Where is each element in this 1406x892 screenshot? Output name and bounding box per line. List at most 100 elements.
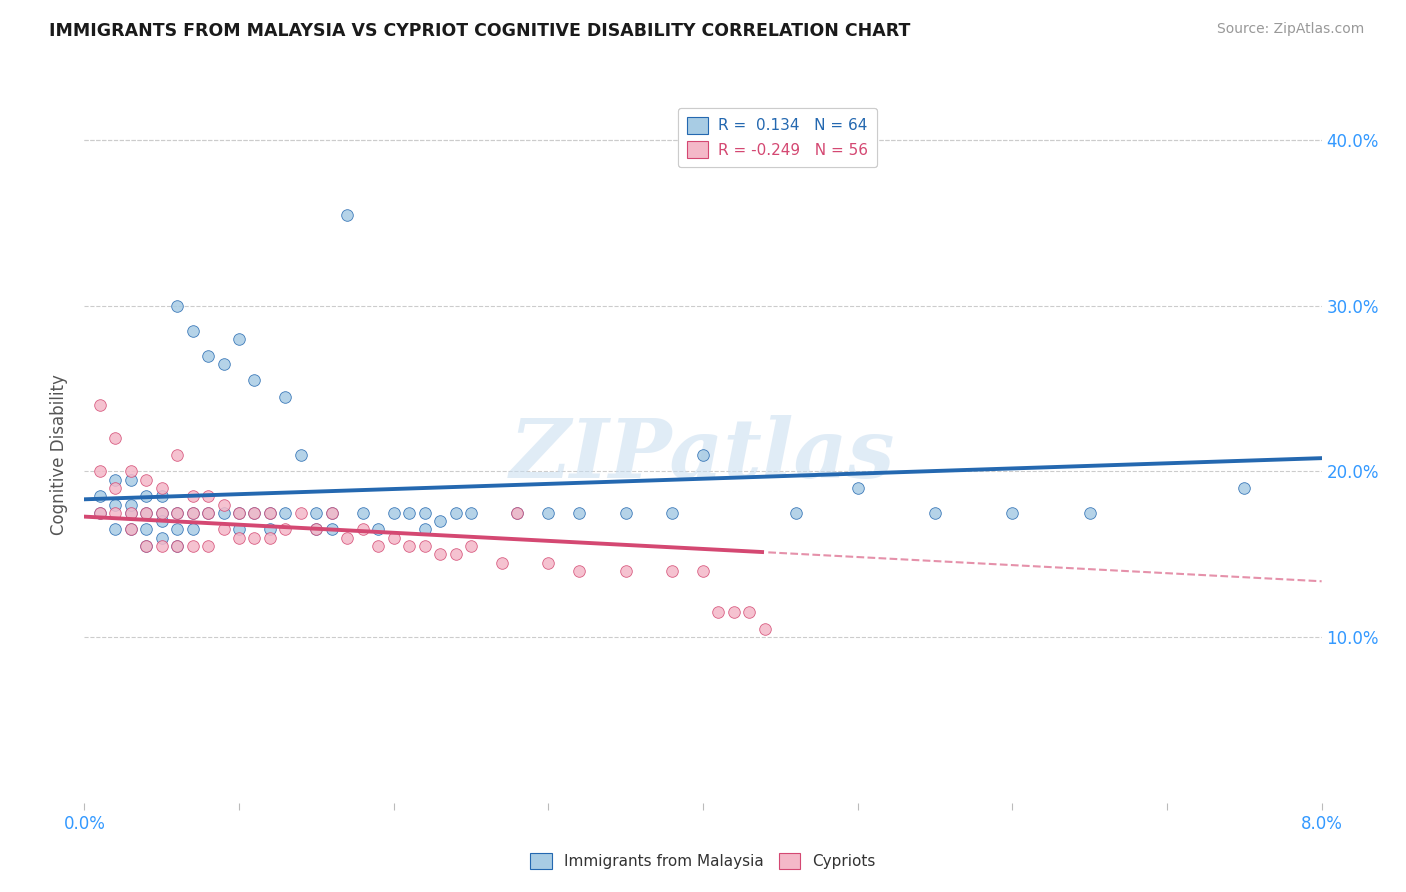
Point: [228, 523, 250, 537]
Point: [382, 531, 405, 545]
Point: [321, 506, 343, 520]
Point: [444, 547, 467, 561]
Point: [1001, 506, 1024, 520]
Point: [274, 506, 297, 520]
Point: [506, 506, 529, 520]
Point: [259, 506, 281, 520]
Point: [120, 523, 142, 537]
Point: [413, 539, 436, 553]
Point: [228, 506, 250, 520]
Point: [290, 506, 312, 520]
Point: [413, 506, 436, 520]
Point: [537, 506, 560, 520]
Point: [197, 349, 219, 363]
Point: [104, 431, 127, 445]
Point: [181, 523, 204, 537]
Point: [398, 506, 420, 520]
Legend: Immigrants from Malaysia, Cypriots: Immigrants from Malaysia, Cypriots: [524, 847, 882, 875]
Point: [197, 539, 219, 553]
Point: [228, 332, 250, 346]
Point: [181, 506, 204, 520]
Point: [537, 556, 560, 570]
Point: [197, 506, 219, 520]
Point: [150, 506, 173, 520]
Point: [352, 506, 374, 520]
Point: [135, 523, 157, 537]
Point: [367, 523, 389, 537]
Point: [413, 523, 436, 537]
Point: [754, 622, 776, 636]
Point: [1233, 481, 1256, 495]
Point: [398, 539, 420, 553]
Point: [723, 605, 745, 619]
Point: [614, 506, 637, 520]
Point: [104, 498, 127, 512]
Point: [135, 506, 157, 520]
Point: [321, 523, 343, 537]
Point: [305, 523, 328, 537]
Point: [336, 208, 359, 222]
Point: [243, 531, 266, 545]
Point: [212, 357, 235, 371]
Point: [150, 514, 173, 528]
Point: [259, 523, 281, 537]
Point: [181, 324, 204, 338]
Point: [135, 539, 157, 553]
Point: [352, 523, 374, 537]
Point: [243, 506, 266, 520]
Point: [89, 506, 111, 520]
Point: [228, 531, 250, 545]
Point: [89, 398, 111, 412]
Point: [120, 465, 142, 479]
Point: [104, 481, 127, 495]
Point: [120, 498, 142, 512]
Point: [692, 448, 714, 462]
Point: [135, 473, 157, 487]
Point: [212, 506, 235, 520]
Point: [429, 547, 451, 561]
Point: [274, 523, 297, 537]
Point: [243, 506, 266, 520]
Point: [120, 506, 142, 520]
Point: [707, 605, 730, 619]
Point: [568, 564, 591, 578]
Point: [1078, 506, 1101, 520]
Point: [212, 498, 235, 512]
Point: [150, 539, 173, 553]
Point: [243, 373, 266, 387]
Point: [197, 489, 219, 503]
Point: [181, 539, 204, 553]
Point: [181, 489, 204, 503]
Point: [135, 539, 157, 553]
Point: [444, 506, 467, 520]
Point: [181, 506, 204, 520]
Point: [104, 473, 127, 487]
Point: [120, 506, 142, 520]
Point: [166, 299, 188, 313]
Point: [367, 539, 389, 553]
Point: [661, 506, 683, 520]
Point: [120, 473, 142, 487]
Point: [336, 531, 359, 545]
Text: Source: ZipAtlas.com: Source: ZipAtlas.com: [1216, 22, 1364, 37]
Point: [506, 506, 529, 520]
Point: [150, 481, 173, 495]
Point: [290, 448, 312, 462]
Point: [228, 506, 250, 520]
Point: [197, 506, 219, 520]
Point: [305, 523, 328, 537]
Point: [89, 465, 111, 479]
Point: [259, 506, 281, 520]
Point: [104, 506, 127, 520]
Point: [692, 564, 714, 578]
Text: ZIPatlas: ZIPatlas: [510, 415, 896, 495]
Point: [259, 531, 281, 545]
Point: [661, 564, 683, 578]
Point: [166, 448, 188, 462]
Point: [150, 531, 173, 545]
Point: [305, 506, 328, 520]
Point: [491, 556, 513, 570]
Point: [274, 390, 297, 404]
Point: [120, 523, 142, 537]
Point: [738, 605, 761, 619]
